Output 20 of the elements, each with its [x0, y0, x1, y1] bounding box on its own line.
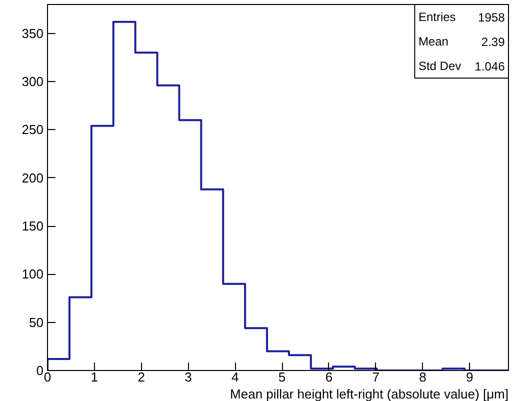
x-tick-label: 1 — [90, 370, 98, 384]
text: Mean 2.39 — [418, 34, 505, 49]
x-tick-label: 7 — [372, 370, 380, 384]
x-tick-label: 9 — [466, 370, 474, 384]
x-tick-label: 6 — [325, 370, 333, 384]
x-tick-label: 5 — [278, 370, 286, 384]
y-tick-label: 50 — [29, 314, 44, 330]
x-tick-label: 8 — [419, 370, 426, 384]
y-tick-label: 100 — [22, 266, 44, 282]
x-tick-label: 2 — [138, 370, 145, 384]
y-tick-label: 250 — [22, 122, 44, 138]
x-tick-label: 4 — [232, 370, 239, 384]
y-tick-label: 350 — [22, 26, 44, 41]
y-tick-label: 150 — [22, 218, 44, 234]
y-tick-label: 300 — [22, 74, 44, 90]
y-tick-label: 200 — [22, 170, 44, 186]
x-tick-label: 3 — [184, 370, 192, 384]
x-axis-title: Mean pillar height left-right (absolute value) [μm] — [230, 386, 508, 401]
annotation: Std Dev 1.046 — [418, 58, 506, 74]
text: Entries 1958 — [418, 10, 505, 24]
